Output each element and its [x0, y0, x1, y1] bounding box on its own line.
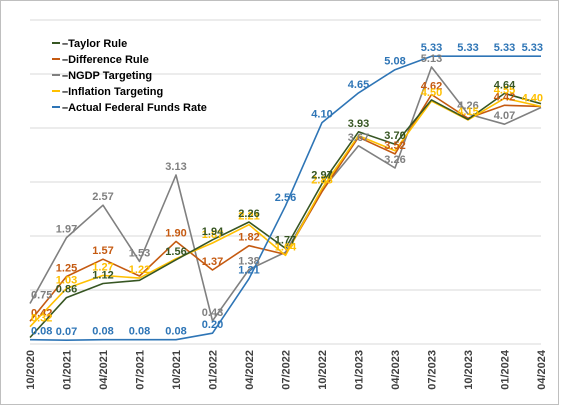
x-tick-label: 10/2023 [463, 350, 475, 390]
series-line-actual-federal-funds-rate [29, 55, 541, 342]
legend-entry-difference-rule: –Difference Rule [62, 54, 149, 66]
data-label-actual-federal-funds-rate: 5.33 [421, 42, 442, 54]
series-line-difference-rule [29, 93, 542, 322]
x-tick-label: 07/2021 [135, 350, 147, 390]
data-label-actual-federal-funds-rate: 2.56 [275, 192, 296, 204]
data-label-actual-federal-funds-rate: 5.33 [522, 42, 543, 54]
legend-entry-actual-federal-funds-rate: –Actual Federal Funds Rate [62, 102, 207, 114]
data-label-inflation-targeting: 2.88 [311, 174, 332, 186]
data-label-inflation-targeting: 1.87 [202, 229, 223, 241]
data-label-ngdp-targeting: 3.67 [348, 132, 369, 144]
data-label-actual-federal-funds-rate: 4.10 [311, 109, 332, 121]
data-label-inflation-targeting: 1.27 [92, 261, 113, 273]
data-label-actual-federal-funds-rate: 5.33 [494, 42, 515, 54]
data-label-inflation-targeting: 4.50 [421, 87, 442, 99]
data-label-inflation-targeting: 4.55 [494, 84, 515, 96]
data-label-actual-federal-funds-rate: 0.07 [56, 326, 77, 338]
data-label-actual-federal-funds-rate: 0.08 [165, 326, 186, 338]
data-label-ngdp-targeting: 0.43 [202, 307, 223, 319]
x-tick-label: 04/2024 [536, 349, 548, 390]
data-label-ngdp-targeting: 1.97 [56, 224, 77, 236]
data-label-difference-rule: 1.37 [202, 256, 223, 268]
data-label-inflation-targeting: 0.32 [31, 313, 52, 325]
data-label-ngdp-targeting: 0.75 [31, 290, 52, 302]
x-tick-label: 04/2022 [244, 350, 256, 390]
series-line-inflation-targeting [29, 97, 542, 328]
x-tick-label: 10/2021 [171, 350, 183, 390]
legend: –Taylor Rule –Difference Rule –NGDP Target… [52, 38, 207, 114]
series-line-ngdp-targeting [29, 66, 542, 322]
data-label-taylor-rule: 0.86 [56, 284, 77, 296]
x-tick-label: 07/2023 [427, 350, 439, 390]
x-tick-label: 01/2024 [500, 349, 512, 390]
data-label-ngdp-targeting: 3.26 [384, 154, 405, 166]
data-label-difference-rule: 0.42 [31, 307, 52, 319]
data-label-inflation-targeting: 2.21 [238, 211, 259, 223]
data-label-taylor-rule: 3.70 [384, 130, 405, 142]
data-label-difference-rule: 3.52 [384, 140, 405, 152]
data-label-difference-rule: 4.62 [421, 81, 442, 93]
data-label-ngdp-targeting: 4.07 [494, 110, 515, 122]
data-label-ngdp-targeting: 1.38 [238, 255, 259, 267]
data-label-ngdp-targeting: 2.57 [92, 191, 113, 203]
series-lines [29, 55, 542, 342]
legend-entry-taylor-rule: –Taylor Rule [62, 38, 127, 50]
data-label-actual-federal-funds-rate: 5.08 [384, 56, 405, 68]
series-line-taylor-rule [29, 92, 542, 339]
data-label-actual-federal-funds-rate: 4.65 [348, 79, 369, 91]
data-label-inflation-targeting: 1.22 [129, 264, 150, 276]
data-label-taylor-rule: 1.56 [165, 246, 186, 258]
data-label-difference-rule: 4.42 [494, 91, 515, 103]
data-label-taylor-rule: 1.12 [92, 270, 113, 282]
x-tick-label: 01/2023 [354, 350, 366, 390]
data-label-actual-federal-funds-rate: 1.21 [238, 265, 259, 277]
data-label-difference-rule: 1.25 [56, 263, 77, 275]
data-label-inflation-targeting: 1.03 [56, 274, 77, 286]
x-axis-ticks: 10/2020 01/2021 04/2021 07/2021 10/2021 01/20… [25, 349, 548, 390]
data-label-taylor-rule: 3.93 [348, 118, 369, 130]
data-label-inflation-targeting: 4.40 [522, 92, 543, 104]
x-tick-label: 04/2023 [390, 350, 402, 390]
data-label-difference-rule: 1.57 [92, 245, 113, 257]
data-label-inflation-targeting: 1.64 [275, 241, 297, 253]
gridlines [30, 19, 541, 345]
data-label-actual-federal-funds-rate: 0.08 [92, 326, 113, 338]
data-label-difference-rule: 1.82 [238, 232, 259, 244]
x-tick-label: 04/2021 [98, 350, 110, 390]
data-label-taylor-rule: 1.77 [275, 234, 296, 246]
data-label-inflation-targeting: 4.15 [457, 106, 478, 118]
data-label-ngdp-targeting: 1.53 [129, 247, 150, 259]
data-label-difference-rule: 1.90 [165, 227, 186, 239]
data-label-taylor-rule: 1.94 [202, 226, 224, 238]
data-label-actual-federal-funds-rate: 0.20 [202, 319, 223, 331]
data-label-taylor-rule: 2.97 [311, 170, 332, 182]
data-label-ngdp-targeting: 5.13 [421, 53, 442, 65]
data-label-actual-federal-funds-rate: 0.08 [129, 326, 150, 338]
x-tick-label: 10/2020 [25, 350, 37, 390]
x-tick-label: 01/2021 [62, 350, 74, 390]
legend-entry-ngdp-targeting: –NGDP Targeting [62, 70, 152, 82]
data-label-ngdp-targeting: 4.26 [457, 100, 478, 112]
x-tick-label: 01/2022 [208, 350, 220, 390]
data-label-taylor-rule: 4.64 [494, 79, 516, 91]
x-tick-label: 10/2022 [317, 350, 329, 390]
data-label-ngdp-targeting: 3.13 [165, 161, 186, 173]
data-label-actual-federal-funds-rate: 5.33 [457, 42, 478, 54]
x-tick-label: 07/2022 [281, 350, 293, 390]
data-label-taylor-rule: 2.26 [238, 208, 259, 220]
legend-entry-inflation-targeting: –Inflation Targeting [62, 86, 163, 98]
data-labels: 0.75 1.97 2.57 1.53 3.13 0.43 1.38 3.67 3.26 5.13… [31, 42, 543, 338]
data-label-actual-federal-funds-rate: 0.08 [31, 326, 52, 338]
